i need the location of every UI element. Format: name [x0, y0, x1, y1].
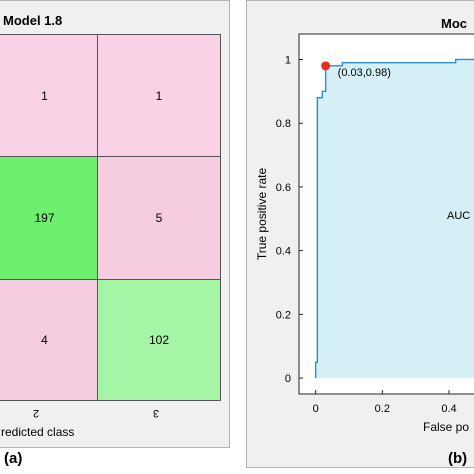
roc-chart: 0 0.2 0.4 0.6 0.8 1 0 0.2 0.4 True positive rate F… [255, 33, 474, 434]
matrix-cell-r2-c2: 197 [0, 156, 98, 280]
roc-title: Moc [441, 16, 467, 31]
operating-point-label: (0.03,0.98) [338, 67, 391, 79]
roc-panel: Moc 0 0.2 0.4 0.6 0.8 1 0 0.2 0.4 True positive r… [246, 0, 474, 468]
predicted-class-label: redicted class [1, 425, 75, 439]
auc-area [315, 59, 474, 379]
matrix-cell-r1-c2: 1 [0, 34, 98, 157]
roc-curve-line [314, 58, 474, 379]
y-axis-label: True positive rate [255, 168, 269, 261]
confusion-matrix-panel: Model 1.8 1 1 197 5 4 102 2 3 redicted c… [0, 0, 230, 448]
confusion-matrix-title: Model 1.8 [3, 13, 63, 28]
y-tick-label-0.4: 0.4 [276, 246, 291, 258]
figure-label-a: (a) [4, 450, 23, 467]
column-tick-2: 2 [33, 407, 40, 419]
column-tick-3: 3 [153, 407, 160, 419]
matrix-cell-r2-c3: 5 [97, 156, 221, 280]
y-tick-label-0.2: 0.2 [276, 309, 291, 321]
y-tick-label-0.6: 0.6 [276, 182, 291, 194]
matrix-cell-r3-c2: 4 [0, 279, 98, 401]
y-tick-label-0.8: 0.8 [276, 118, 291, 130]
x-tick-label-0.4: 0.4 [441, 403, 456, 415]
x-tick-label-0: 0 [313, 403, 319, 415]
matrix-cell-r3-c3: 102 [97, 279, 221, 401]
x-axis-label: False po [423, 420, 469, 434]
operating-point-marker [321, 61, 331, 71]
y-tick-label-0: 0 [285, 373, 291, 385]
figure-label-b: (b) [448, 450, 468, 467]
y-tick-label-1: 1 [285, 54, 291, 66]
x-tick-label-0.2: 0.2 [375, 403, 390, 415]
auc-annotation: AUC [447, 210, 470, 222]
matrix-cell-r1-c3: 1 [97, 34, 221, 157]
